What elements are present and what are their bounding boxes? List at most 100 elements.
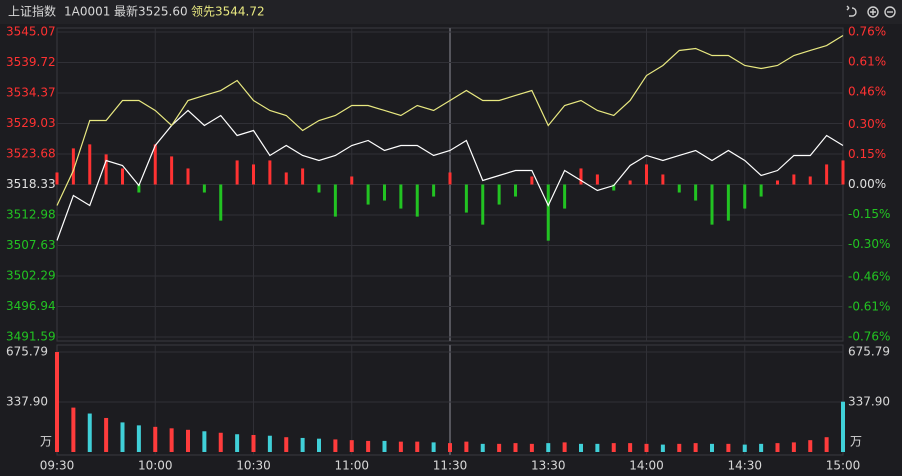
y2-tick-label: 0.30%: [848, 117, 886, 131]
x-tick-label: 10:30: [236, 459, 271, 473]
breadth-bar: [808, 176, 812, 185]
breadth-bar: [726, 184, 730, 221]
y2-tick-label: -0.61%: [848, 299, 890, 313]
x-tick-label: 13:30: [531, 459, 566, 473]
volume-bar: [317, 438, 321, 452]
volume-bar: [611, 443, 616, 452]
volume-bar: [55, 352, 59, 452]
breadth-bar: [677, 184, 681, 193]
breadth-bar: [88, 144, 92, 185]
unit-label: 万: [850, 435, 862, 449]
breadth-bar: [170, 156, 174, 185]
breadth-bar: [383, 184, 386, 201]
breadth-bar: [530, 176, 534, 185]
toolbar[interactable]: [846, 5, 896, 18]
volume-bar: [595, 443, 600, 452]
price-line: [56, 109, 844, 241]
volume-bar: [529, 443, 534, 452]
volume-bar: [808, 440, 813, 452]
y-tick-label: 3518.33: [6, 177, 56, 191]
y-tick-label: 3512.98: [6, 208, 56, 222]
volume-bar: [251, 434, 256, 452]
breadth-bar: [317, 184, 321, 193]
y2-tick-label: -0.30%: [848, 237, 890, 251]
y-tick-label: 3545.07: [6, 25, 56, 39]
y-tick-label: 3534.37: [6, 86, 56, 100]
breadth-bar: [301, 168, 305, 185]
volume-bar: [824, 437, 829, 452]
volume-bar: [497, 443, 502, 452]
x-tick-label: 15:00: [826, 459, 861, 473]
volume-bar: [775, 443, 780, 452]
breadth-bar: [825, 164, 829, 185]
breadth-bar: [759, 184, 763, 197]
volume-bar: [382, 440, 387, 452]
y-tick-label: 3529.03: [6, 116, 56, 130]
volume-bar: [742, 444, 747, 452]
breadth-bar: [71, 148, 75, 185]
breadth-bar: [481, 184, 485, 225]
volume-bar: [153, 426, 158, 452]
breadth-bar: [252, 164, 255, 185]
breadth-bar: [55, 172, 59, 185]
breadth-bar: [121, 168, 124, 185]
header-bar: [0, 0, 902, 24]
volume-bar: [841, 401, 845, 452]
y2-tick-label: 337.90: [848, 394, 890, 408]
breadth-bar: [563, 184, 567, 209]
volume-bar: [710, 443, 714, 452]
volume-bar: [235, 434, 240, 452]
breadth-bar: [350, 176, 354, 185]
volume-bar: [546, 443, 551, 452]
volume-bar: [660, 444, 665, 452]
breadth-bar: [514, 184, 517, 197]
y2-tick-label: 0.76%: [848, 25, 886, 39]
zoom-in-icon[interactable]: [867, 6, 879, 18]
volume-bar: [71, 407, 76, 452]
y-tick-label: 3502.29: [6, 268, 56, 282]
volume-bar: [513, 443, 518, 452]
breadth-bar: [415, 184, 419, 217]
breadth-bar: [841, 160, 845, 185]
x-tick-label: 09:30: [40, 459, 75, 473]
volume-bar: [366, 440, 371, 452]
y2-tick-label: 0.00%: [848, 177, 886, 191]
volume-bar: [349, 440, 354, 452]
index-code: 1A0001: [64, 5, 110, 19]
volume-bar: [398, 441, 403, 452]
index-name: 上证指数: [8, 4, 56, 19]
unit-label: 万: [40, 435, 52, 449]
breadth-bar: [448, 172, 452, 185]
volume-bar: [300, 437, 305, 452]
breadth-bar: [137, 184, 141, 193]
x-tick-label: 11:30: [433, 459, 468, 473]
breadth-bar: [710, 184, 714, 225]
y2-tick-label: 675.79: [848, 345, 890, 359]
volume-bar: [415, 441, 420, 452]
breadth-bar: [104, 154, 108, 185]
volume-bar: [267, 435, 272, 452]
y2-tick-label: -0.76%: [848, 330, 890, 344]
y2-tick-label: -0.15%: [848, 207, 890, 221]
volume-bar: [464, 441, 469, 452]
breadth-bar: [268, 160, 272, 185]
breadth-bar: [497, 184, 501, 205]
y2-tick-label: 0.46%: [848, 85, 886, 99]
zoom-out-icon[interactable]: [884, 6, 896, 18]
breadth-bar: [546, 184, 550, 241]
back-icon[interactable]: [846, 5, 857, 17]
breadth-bar: [595, 174, 599, 185]
y2-tick-label: 0.15%: [848, 147, 886, 161]
y-tick-label: 3507.63: [6, 238, 56, 252]
breadth-bar: [645, 164, 648, 185]
volume-bar: [186, 429, 190, 452]
breadth-bar: [792, 174, 796, 185]
breadth-bar: [366, 184, 370, 205]
breadth-bar: [579, 168, 583, 185]
breadth-bar: [235, 160, 239, 185]
breadth-bar: [464, 184, 468, 213]
breadth-bar: [694, 184, 698, 201]
breadth-bar: [432, 184, 436, 197]
